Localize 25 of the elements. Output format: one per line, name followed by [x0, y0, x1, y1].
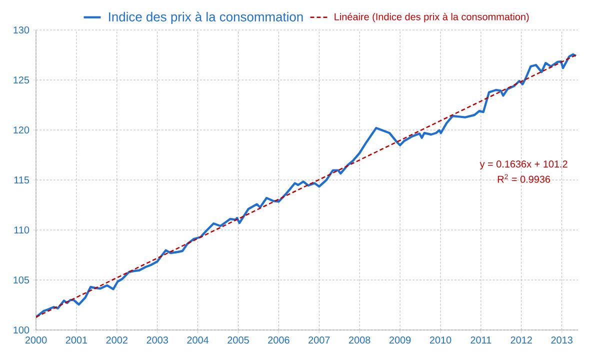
annotation: y = 0.1636x + 101.2	[480, 160, 568, 170]
legend-label: Linéaire (Indice des prix à la consommation)	[334, 12, 529, 22]
x-tick-label: 2011	[470, 336, 492, 344]
y-tick-label: 110	[14, 226, 30, 234]
x-tick-label: 2002	[106, 336, 128, 344]
x-tick-label: 2007	[308, 336, 330, 344]
x-tick-label: 2001	[66, 336, 88, 344]
y-tick-label: 115	[14, 176, 30, 184]
y-tick-label: 105	[14, 276, 30, 284]
y-tick-label: 100	[14, 326, 30, 334]
annotation: R$^{2}$ = 0.9936	[498, 174, 550, 183]
x-tick-label: 2003	[146, 336, 168, 344]
x-tick-label: 2009	[389, 336, 411, 344]
legend-label: Indice des prix à la consommation	[109, 12, 303, 24]
x-tick-label: 2006	[268, 336, 290, 344]
x-tick-label: 2004	[187, 336, 209, 344]
x-tick-label: 2008	[349, 336, 370, 344]
y-tick-label: 120	[14, 126, 30, 134]
x-tick-label: 2013	[551, 336, 572, 344]
y-tick-label: 125	[14, 76, 30, 84]
x-tick-label: 2010	[430, 336, 452, 344]
x-tick-label: 2005	[228, 336, 249, 344]
y-tick-label: 130	[14, 26, 30, 34]
x-tick-label: 2012	[510, 336, 532, 344]
x-tick-label: 2000	[25, 336, 47, 344]
